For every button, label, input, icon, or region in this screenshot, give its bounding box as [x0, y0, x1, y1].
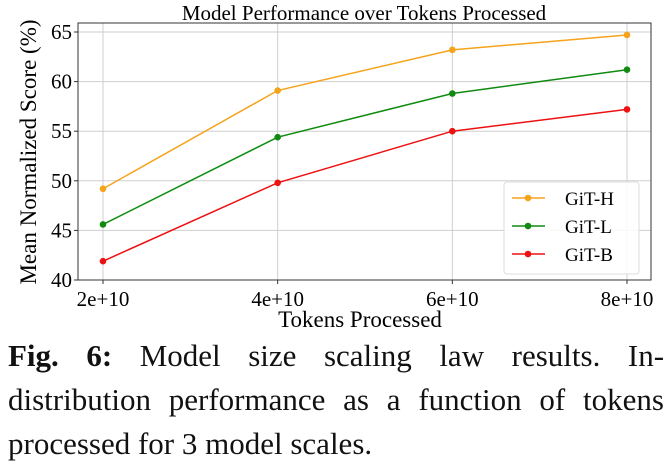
- y-tick-label: 65: [51, 20, 72, 44]
- data-point-git-b: [99, 257, 107, 265]
- caption-text: Model size scaling law results. In-distr…: [8, 338, 665, 461]
- y-tick-label: 45: [51, 218, 72, 242]
- legend-marker: [524, 222, 532, 230]
- legend-marker: [524, 250, 532, 258]
- plot-frame: [77, 22, 652, 281]
- x-tick-label: 6e+10: [426, 287, 479, 311]
- ticks: 2e+10 4e+10 6e+10 8e+10 40 45 50 55 60 65: [51, 20, 653, 311]
- chart-title: Model Performance over Tokens Processed: [182, 1, 547, 25]
- legend-marker: [524, 194, 532, 202]
- data-point-git-h: [99, 185, 107, 193]
- y-axis-label: Mean Normalized Score (%): [16, 19, 41, 284]
- legend: GiT-H GiT-L GiT-B: [503, 181, 640, 275]
- x-axis-label: Tokens Processed: [278, 307, 442, 330]
- y-tick-label: 40: [51, 268, 72, 292]
- legend-label: GiT-B: [565, 245, 613, 266]
- x-tick-label: 8e+10: [601, 287, 654, 311]
- data-point-git-l: [449, 90, 456, 97]
- legend-label: GiT-L: [565, 217, 612, 238]
- series-line-git-b: [102, 108, 628, 262]
- legend-box: [503, 181, 640, 275]
- y-tick-label: 50: [51, 169, 72, 193]
- x-tick-label: 4e+10: [251, 287, 304, 311]
- y-tick-label: 55: [51, 119, 72, 143]
- figure-caption: Fig. 6: Model size scaling law results. …: [8, 334, 664, 466]
- data-point-git-b: [449, 127, 456, 135]
- caption-label: Fig. 6:: [8, 338, 113, 373]
- data-point-git-h: [449, 46, 456, 54]
- series-group: [99, 31, 631, 265]
- series-line-git-h: [102, 34, 628, 190]
- legend-label: GiT-H: [565, 189, 614, 210]
- data-point-git-h: [274, 87, 281, 94]
- series-line-git-l: [102, 68, 628, 226]
- data-point-git-h: [623, 31, 631, 39]
- data-point-git-l: [623, 66, 631, 73]
- data-point-git-b: [623, 106, 631, 113]
- data-point-git-l: [274, 133, 281, 141]
- chart: Model Performance over Tokens Processed …: [16, 1, 653, 330]
- x-tick-label: 2e+10: [77, 287, 130, 311]
- data-point-git-b: [274, 179, 281, 187]
- y-tick-label: 60: [51, 70, 72, 94]
- data-point-git-l: [99, 221, 107, 228]
